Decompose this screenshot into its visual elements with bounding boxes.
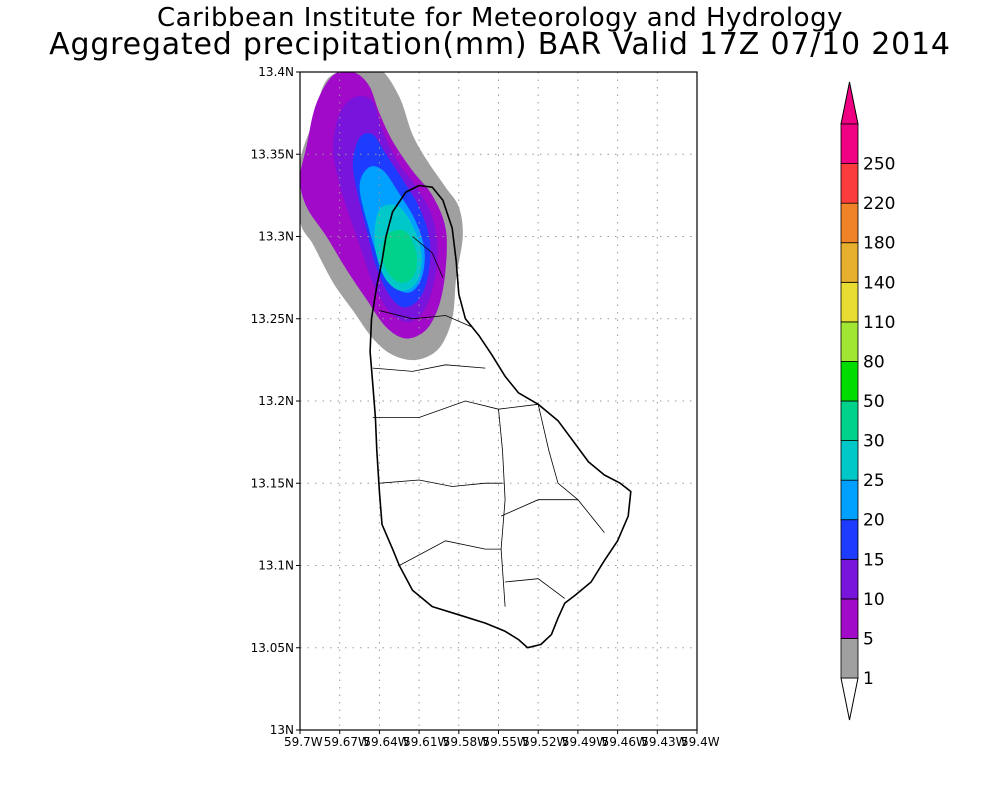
parish-boundary [372,364,486,372]
title-line-2: Aggregated precipitation(mm) BAR Valid 1… [49,27,951,62]
lat-tick-label: 13.4N [258,65,294,79]
colorbar-bottom-arrow [840,677,859,721]
lat-tick-label: 13.15N [251,476,294,490]
lon-tick-label: 59.61W [403,735,449,749]
island-coastline [369,184,632,649]
colorbar-label: 250 [863,155,895,175]
parish-boundary [399,540,502,566]
colorbar-swatch [840,163,859,204]
parish-boundary [500,499,605,533]
lat-tick-label: 13.2N [258,394,294,408]
colorbar-swatch [840,321,859,362]
lon-tick-label: 59.46W [602,735,648,749]
lat-tick-label: 13.3N [258,230,294,244]
parish-boundary [379,479,503,487]
parish-boundary [379,310,473,328]
lat-tick-label: 13.25N [251,312,294,326]
title-line-1: Caribbean Institute for Meteorology and … [157,3,843,33]
colorbar-swatch [840,281,859,323]
colorbar-top-arrow [840,81,859,125]
lon-tick-label: 59.58W [443,735,489,749]
lon-tick-label: 59.64W [363,735,409,749]
colorbar-swatch [840,123,859,164]
parish-boundary [372,400,539,418]
parish-boundary [412,236,444,278]
colorbar-label: 1 [863,669,874,689]
lat-tick-label: 13N [270,723,294,737]
colorbar-label: 25 [863,471,885,491]
colorbar-swatch [840,638,859,679]
lon-tick-label: 59.43W [641,735,687,749]
colorbar-swatch [840,598,859,639]
coastline-layer [369,184,632,649]
colorbar-swatch [840,479,859,521]
colorbar-label: 220 [863,194,895,214]
colorbar-label: 140 [863,273,895,293]
colorbar-swatch [840,519,859,560]
colorbar-label: 10 [863,590,885,610]
lat-tick-label: 13.1N [258,559,294,573]
precipitation-layer [300,72,463,361]
colorbar-label: 15 [863,550,885,570]
parish-boundary [505,578,565,599]
lon-tick-label: 59.4W [681,735,720,749]
colorbar-swatch [840,440,859,481]
colorbar-label: 110 [863,313,895,333]
colorbar-label: 180 [863,234,895,254]
latitude-labels: 13N 13.05N 13.1N 13.15N 13.2N 13.25N 13.3N 13.3… [251,65,300,737]
lat-tick-label: 13.05N [251,641,294,655]
lon-tick-label: 59.55W [483,735,529,749]
parish-boundary [498,409,506,607]
lon-tick-label: 59.7W [284,735,323,749]
colorbar-label: 5 [863,629,874,649]
precip-contour-30 [381,229,418,283]
grid-lines [300,72,697,730]
colorbar-swatch [840,202,859,244]
colorbar-swatch [840,558,859,600]
colorbar-swatch [840,360,859,402]
colorbar-swatch [840,400,859,441]
colorbar-label: 50 [863,392,885,412]
longitude-labels: 59.7W 59.67W59.64W59.61W59.58W59.55W59.52… [284,730,720,749]
parish-boundary [537,404,579,501]
lon-tick-label: 59.67W [324,735,370,749]
lat-tick-label: 13.35N [251,147,294,161]
lon-tick-label: 59.49W [562,735,608,749]
colorbar-label: 80 [863,352,885,372]
colorbar-label: 30 [863,432,885,452]
colorbar-swatch [840,242,859,283]
colorbar-label: 20 [863,511,885,531]
lon-tick-label: 59.52W [522,735,568,749]
